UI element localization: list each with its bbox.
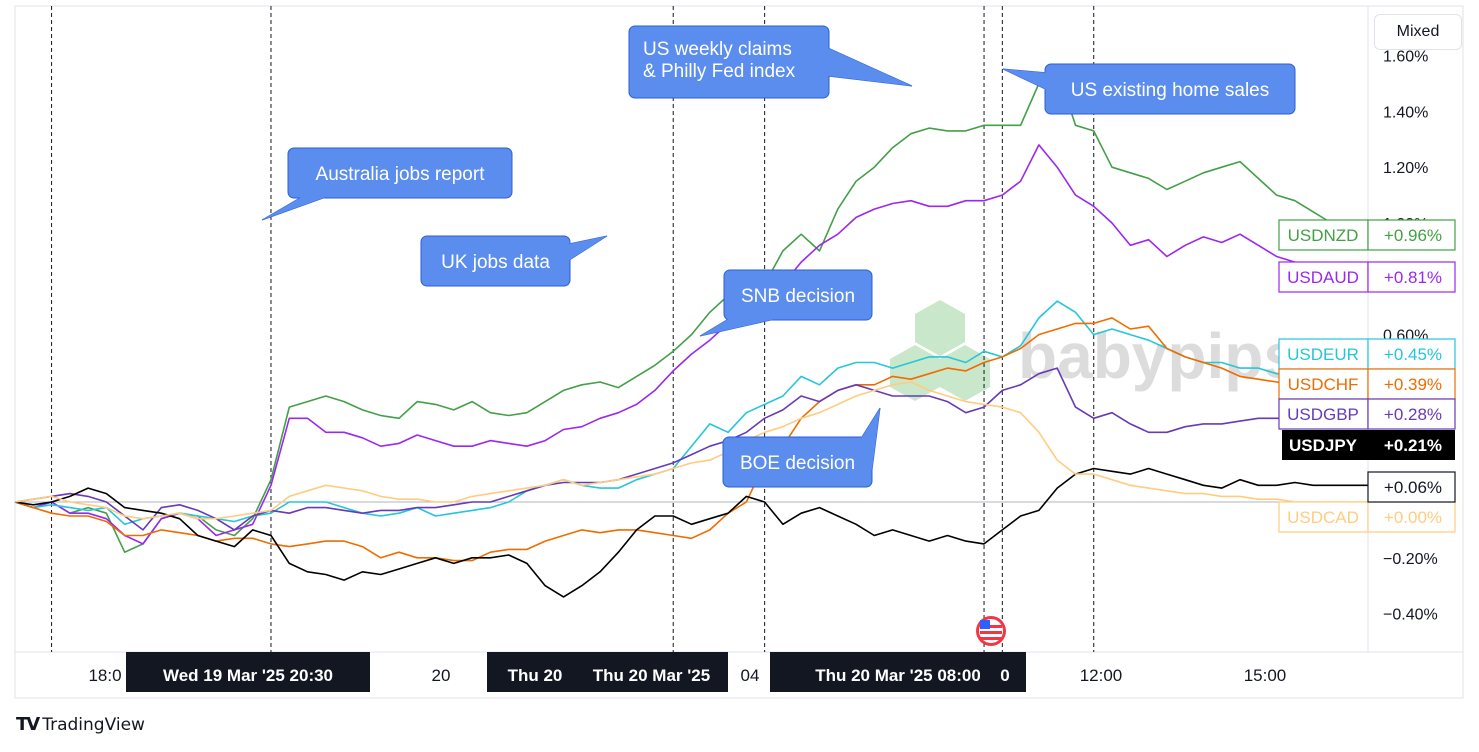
series-label-usdjpy[interactable]: USDJPY +0.21%	[1282, 430, 1455, 460]
x-tick-label: 20	[432, 666, 451, 685]
series-label-usdchf[interactable]: USDCHF +0.39%	[1278, 368, 1456, 400]
annotation-callout[interactable]: SNB decision	[699, 269, 873, 337]
callout-text: Australia jobs report	[316, 164, 486, 185]
x-tick-label: 18:0	[88, 666, 121, 685]
y-tick-label: 1.20%	[1383, 160, 1428, 177]
x-highlight-label: Thu 20 Mar '25 08:00	[815, 666, 981, 685]
x-tick-label: 15:00	[1244, 666, 1287, 685]
callout-tail-fill	[828, 48, 912, 86]
crosshair-box	[1367, 471, 1456, 503]
series-value-box	[1367, 398, 1456, 430]
x-tick-label-highlighted: 0	[1000, 666, 1009, 685]
tradingview-logo-icon: TV	[16, 714, 40, 735]
tradingview-logo-text: TradingView	[42, 714, 145, 735]
y-tick-label: 1.60%	[1383, 49, 1428, 66]
series-label-usdgbp[interactable]: USDGBP +0.28%	[1278, 398, 1456, 430]
series-value: +0.21%	[1384, 436, 1442, 455]
watermark-text: babypips	[1018, 320, 1299, 392]
series-line-usdcad[interactable]	[14, 381, 1368, 520]
x-highlight-box	[575, 652, 728, 692]
series-name: USDGBP	[1287, 405, 1359, 424]
series-name: USDEUR	[1287, 345, 1359, 364]
callout-text: BOE decision	[740, 453, 855, 474]
series-value-box	[1367, 219, 1456, 251]
annotation-callout[interactable]: UK jobs data	[420, 235, 608, 287]
callout-tail-fill	[540, 236, 607, 266]
series-value: +0.96%	[1384, 226, 1442, 245]
series-value: +0.00%	[1384, 508, 1442, 527]
callout-text-line: & Philly Fed index	[643, 61, 796, 82]
tradingview-logo[interactable]: TV TradingView	[16, 714, 145, 735]
series-line-usdjpy[interactable]	[14, 467, 1368, 598]
x-highlight-label: Thu 20 Mar '25	[593, 666, 710, 685]
annotation-callout[interactable]: US existing home sales	[1002, 63, 1296, 115]
series-value: +0.28%	[1384, 405, 1442, 424]
series-value-box	[1367, 501, 1456, 533]
x-tick-label: 04	[741, 666, 760, 685]
crosshair-value-label: +0.06%	[1367, 471, 1456, 503]
x-highlight-box	[487, 652, 575, 692]
callout-box	[420, 235, 571, 287]
series-value-box	[1367, 338, 1456, 370]
series-name-box	[1278, 368, 1369, 400]
series-label-bg	[1282, 430, 1455, 460]
series-name: USDCHF	[1288, 375, 1359, 394]
callout-box	[1044, 63, 1296, 115]
scale-mode-button[interactable]: Mixed	[1374, 14, 1462, 50]
callout-text: UK jobs data	[441, 252, 550, 273]
series-name: USDCAD	[1287, 508, 1359, 527]
annotation-callout[interactable]: Australia jobs report	[261, 147, 513, 221]
series-label-usdaud[interactable]: USDAUD +0.81%	[1278, 261, 1456, 293]
callout-tail-fill	[1003, 69, 1060, 96]
x-highlight-box	[980, 652, 1026, 692]
x-highlight-label: Wed 19 Mar '25 20:30	[163, 666, 333, 685]
series-line-usdnzd[interactable]	[14, 68, 1368, 554]
callout-box	[723, 269, 873, 321]
series-name: USDNZD	[1288, 226, 1359, 245]
series-label-usdnzd[interactable]: USDNZD +0.96%	[1278, 219, 1456, 251]
y-tick-label: −0.20%	[1383, 551, 1438, 568]
annotation-callout[interactable]: BOE decision	[722, 407, 881, 488]
y-tick-label: 1.40%	[1383, 104, 1428, 121]
series-name-box	[1278, 219, 1369, 251]
series-value: +0.45%	[1384, 345, 1442, 364]
callout-text: US existing home sales	[1071, 80, 1270, 101]
y-tick-label: −0.40%	[1383, 607, 1438, 624]
series-value: +0.81%	[1384, 268, 1442, 287]
series-line-usdgbp[interactable]	[14, 367, 1368, 531]
x-tick-label-highlighted: Thu 20	[508, 666, 563, 685]
callout-box	[287, 147, 513, 199]
chart-frame	[14, 5, 1464, 699]
callout-tail-fill	[700, 306, 780, 336]
series-name: USDJPY	[1289, 436, 1358, 455]
series-value: +0.39%	[1384, 375, 1442, 394]
callout-text: SNB decision	[741, 286, 855, 307]
series-line-usdeur[interactable]	[14, 300, 1368, 526]
callout-tail-fill	[262, 192, 340, 220]
crosshair-text: +0.06%	[1384, 478, 1442, 497]
series-value-box	[1367, 261, 1456, 293]
callout-tail-fill	[860, 408, 880, 470]
series-label-usdeur[interactable]: USDEUR +0.45%	[1278, 338, 1456, 370]
series-label-usdcad[interactable]: USDCAD +0.00%	[1278, 501, 1456, 533]
series-line-usdaud[interactable]	[14, 144, 1368, 545]
series-name: USDAUD	[1287, 268, 1359, 287]
callout-text-line: US weekly claims	[643, 39, 792, 60]
x-highlight-box	[126, 652, 370, 692]
series-value-box	[1367, 368, 1456, 400]
x-tick-label: 12:00	[1080, 666, 1123, 685]
series-line-usdchf[interactable]	[14, 317, 1368, 562]
us-flag-icon[interactable]	[976, 616, 1006, 646]
